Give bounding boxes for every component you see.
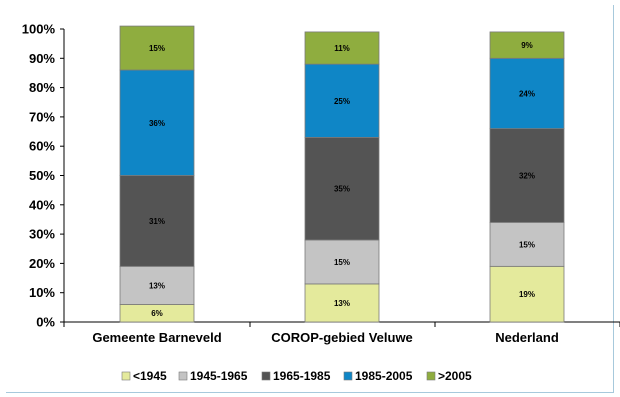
bar-segment	[304, 63, 380, 138]
data-label: 19%	[519, 290, 535, 299]
x-category-label: Nederland	[495, 330, 559, 345]
legend-swatch	[343, 371, 353, 381]
data-label: 15%	[519, 240, 535, 249]
data-label: 11%	[334, 44, 350, 53]
bar-segment	[119, 175, 195, 267]
x-category-label: Gemeente Barneveld	[92, 330, 221, 345]
legend-swatch	[178, 371, 188, 381]
data-label: 36%	[149, 119, 165, 128]
y-tick-label: 0%	[36, 315, 55, 330]
data-label: 31%	[149, 217, 165, 226]
data-label: 15%	[149, 44, 165, 53]
y-tick-label: 10%	[29, 285, 55, 300]
bar-segment	[489, 128, 565, 223]
y-tick-label: 80%	[29, 80, 55, 95]
data-label: 13%	[149, 281, 165, 290]
legend-label: 1985-2005	[355, 369, 413, 383]
bar-segment	[489, 265, 565, 323]
chart-frame	[6, 5, 614, 393]
bar-segment	[489, 57, 565, 130]
data-label: 35%	[334, 185, 350, 194]
data-label: 25%	[334, 97, 350, 106]
data-label: 15%	[334, 258, 350, 267]
data-label: 13%	[334, 299, 350, 308]
y-tick-label: 50%	[29, 168, 55, 183]
legend-swatch	[121, 371, 131, 381]
legend-label: 1965-1985	[273, 369, 331, 383]
legend-swatch	[261, 371, 271, 381]
y-tick-label: 70%	[29, 109, 55, 124]
data-label: 24%	[519, 89, 535, 98]
bars: 6% 13% 31% 36% 15% 13% 15% 35% 25% 11% 19% 15% 32% 24…	[119, 25, 565, 323]
axes: 0% 10% 20% 30% 40% 50% 60% 70% 80% 90% 100% Gemeent…	[22, 22, 620, 345]
bar-segment	[304, 239, 380, 285]
x-category-label: COROP-gebied Veluwe	[271, 330, 413, 345]
legend: <1945 1945-1965 1965-1985 1985-2005 >2005	[121, 369, 472, 383]
data-label: 9%	[521, 41, 533, 50]
legend-label: <1945	[133, 369, 167, 383]
y-tick-label: 100%	[22, 22, 56, 37]
y-tick-label: 60%	[29, 139, 55, 154]
legend-label: 1945-1965	[190, 369, 248, 383]
y-tick-label: 20%	[29, 256, 55, 271]
bar-segment	[304, 137, 380, 241]
y-tick-label: 90%	[29, 51, 55, 66]
data-label: 6%	[151, 309, 163, 318]
y-tick-label: 40%	[29, 197, 55, 212]
bar-segment	[304, 31, 380, 65]
bar-segment	[489, 31, 565, 59]
bar-segment	[489, 221, 565, 267]
legend-label: >2005	[438, 369, 472, 383]
bar-segment	[119, 25, 195, 71]
bar-segment	[119, 69, 195, 176]
legend-swatch	[426, 371, 436, 381]
y-tick-label: 30%	[29, 227, 55, 242]
data-label: 32%	[519, 172, 535, 181]
